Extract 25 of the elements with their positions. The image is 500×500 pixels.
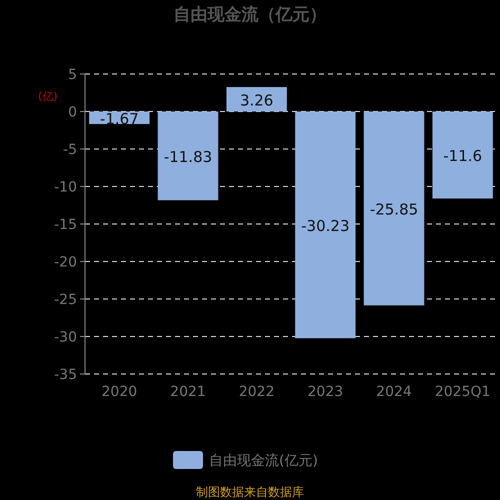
text: 制图数据来自数据库: [196, 485, 304, 499]
data-label: -25.85: [370, 200, 418, 218]
data-label: -11.83: [164, 148, 212, 166]
x-tick-label: 2021: [170, 384, 206, 400]
y-tick-label: -25: [54, 292, 77, 308]
chart-title: 自由现金流（亿元）: [174, 5, 326, 25]
data-label: -1.67: [100, 110, 139, 128]
data-label: -11.6: [443, 147, 482, 165]
x-tick-label: 2023: [308, 384, 344, 400]
y-tick-label: -35: [54, 367, 77, 383]
data-label: -30.23: [301, 216, 350, 235]
x-tick-label: 2020: [102, 384, 138, 400]
y-tick-label: -20: [54, 254, 77, 270]
legend-label: 自由现金流(亿元): [209, 453, 318, 469]
y-axis-title: (亿): [38, 90, 58, 103]
y-tick-label: -10: [54, 180, 77, 196]
data-label: 3.26: [240, 91, 274, 110]
x-tick-label: 2025Q1: [434, 384, 490, 400]
y-tick-label: 5: [68, 67, 77, 83]
y-tick-label: -15: [54, 217, 77, 233]
y-tick-label: -30: [54, 330, 77, 346]
y-tick-label: -5: [63, 142, 77, 158]
x-tick-label: 2024: [376, 384, 412, 400]
y-tick-label: 0: [68, 104, 77, 120]
x-tick-label: 2022: [238, 384, 274, 400]
